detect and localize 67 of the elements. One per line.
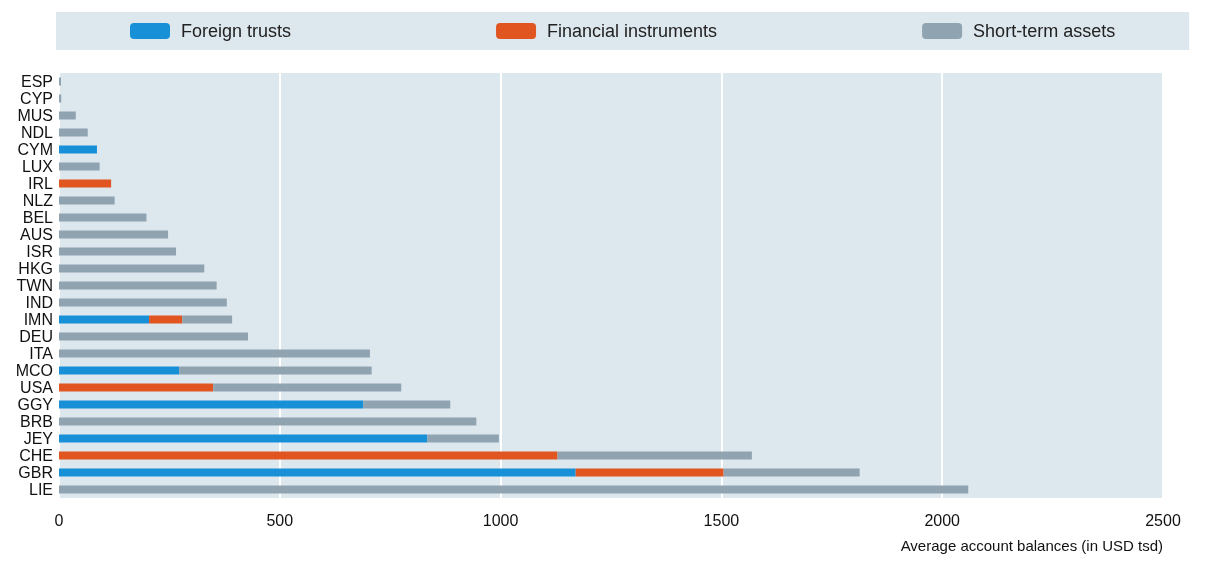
x-tick-label: 2500 <box>1145 511 1181 529</box>
x-tick-label: 1000 <box>482 511 519 529</box>
y-tick-label: IMN <box>23 311 53 328</box>
bar <box>59 230 169 239</box>
bar <box>59 451 558 460</box>
x-tick-label: 1500 <box>703 511 740 529</box>
x-tick-label: 2000 <box>924 511 961 529</box>
bar <box>59 434 428 443</box>
y-tick-label: USA <box>20 379 54 396</box>
bar <box>59 366 180 375</box>
bar <box>59 264 205 273</box>
y-tick-label: MCO <box>15 362 53 379</box>
y-tick-label: CYM <box>17 141 53 158</box>
y-tick-label: JEY <box>23 430 54 447</box>
y-tick-label: BRB <box>20 413 53 430</box>
bar <box>59 179 112 188</box>
y-tick-label: ESP <box>20 73 53 90</box>
y-tick-label: BEL <box>22 209 54 226</box>
bar <box>59 332 248 341</box>
bar <box>59 196 115 205</box>
y-tick-label: LUX <box>21 158 54 175</box>
y-tick-label: HKG <box>18 260 53 277</box>
y-tick-label: GGY <box>17 396 54 413</box>
y-tick-label: CYP <box>20 90 53 107</box>
bar <box>59 298 227 307</box>
x-tick-label: 0 <box>54 511 64 529</box>
bar <box>363 400 451 409</box>
y-tick-label: LIE <box>28 481 53 498</box>
y-tick-label: IND <box>25 294 53 311</box>
y-tick-label: AUS <box>20 226 53 243</box>
legend-label: Short-term assets <box>973 21 1116 41</box>
x-axis-title: Average account balances (in USD tsd) <box>900 537 1163 554</box>
bar <box>213 383 402 392</box>
bar <box>59 145 97 154</box>
y-tick-label: ITA <box>29 345 54 362</box>
bar <box>59 281 217 290</box>
bar <box>182 315 233 324</box>
legend-label: Foreign trusts <box>181 21 292 41</box>
bar <box>427 434 499 443</box>
legend-label: Financial instruments <box>547 21 718 41</box>
y-tick-label: MUS <box>17 107 53 124</box>
bar <box>149 315 183 324</box>
bar <box>59 247 177 256</box>
bar <box>179 366 372 375</box>
y-tick-label: NDL <box>20 124 54 141</box>
bar <box>59 468 576 477</box>
y-tick-label: ISR <box>26 243 53 260</box>
y-tick-label: DEU <box>19 328 53 345</box>
bar <box>59 417 477 426</box>
bar <box>59 383 214 392</box>
y-tick-label: GBR <box>18 464 53 481</box>
y-tick-label: NLZ <box>22 192 54 209</box>
bar <box>59 162 100 171</box>
x-tick-label: 500 <box>266 511 294 529</box>
bar <box>59 485 969 494</box>
bar <box>59 400 364 409</box>
bar <box>723 468 860 477</box>
y-tick-label: CHE <box>19 447 53 464</box>
y-tick-label: IRL <box>28 175 54 192</box>
y-tick-label: TWN <box>16 277 53 294</box>
bar <box>59 315 150 324</box>
bar <box>575 468 724 477</box>
bar <box>59 349 370 358</box>
bar <box>59 213 147 222</box>
bar <box>557 451 752 460</box>
bar <box>59 111 76 120</box>
bar <box>59 128 88 137</box>
